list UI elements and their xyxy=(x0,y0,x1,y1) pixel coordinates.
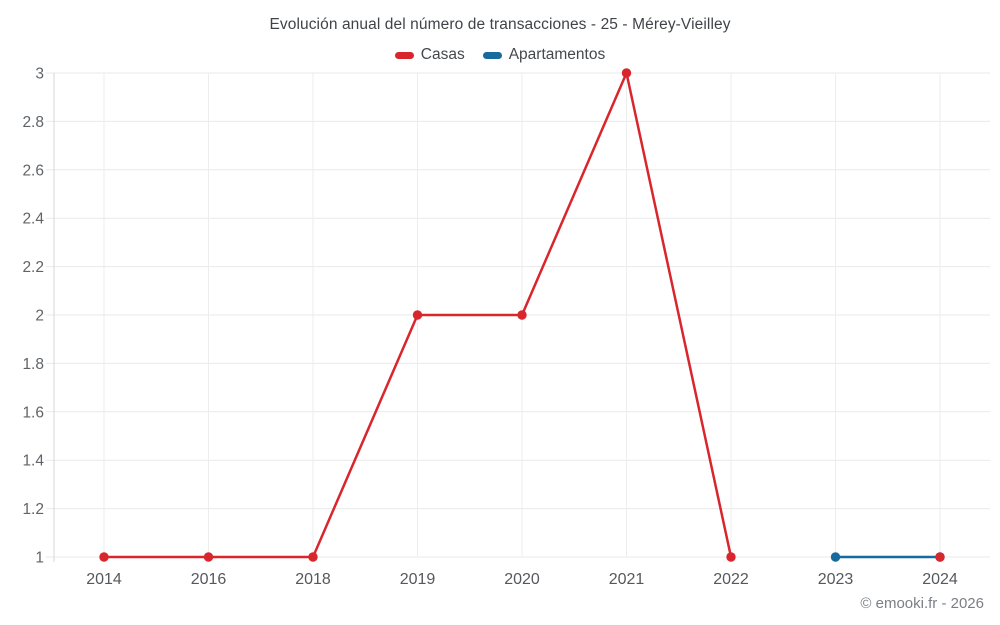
legend-label-casas: Casas xyxy=(420,46,465,63)
x-tick-label-2020: 2020 xyxy=(504,571,540,588)
x-tick-label-2014: 2014 xyxy=(86,571,122,588)
chart-footer: © emooki.fr - 2026 xyxy=(860,595,984,612)
x-tick-label-2021: 2021 xyxy=(609,571,645,588)
legend-swatch-apartamentos xyxy=(482,51,502,59)
data-point-casas-2018[interactable] xyxy=(308,552,318,562)
data-point-casas-2022[interactable] xyxy=(726,552,736,562)
y-tick-label: 1.2 xyxy=(22,501,44,518)
data-point-casas-2016[interactable] xyxy=(203,552,214,562)
x-tick-label-2023: 2023 xyxy=(818,571,854,588)
data-point-apartamentos-2023[interactable] xyxy=(830,552,841,562)
chart-legend: Casas Apartamentos xyxy=(0,46,1000,64)
x-tick-label-2019: 2019 xyxy=(400,571,436,588)
y-tick-label: 2.2 xyxy=(22,259,44,276)
y-tick-label: 1 xyxy=(35,550,44,567)
y-tick-label: 2.6 xyxy=(22,162,44,179)
data-point-casas-2014[interactable] xyxy=(99,552,109,562)
y-tick-label: 1.8 xyxy=(22,356,44,373)
data-point-casas-2021[interactable] xyxy=(621,68,632,78)
y-tick-label: 2 xyxy=(35,308,44,325)
x-tick-label-2024: 2024 xyxy=(922,571,958,588)
x-tick-label-2018: 2018 xyxy=(295,571,331,588)
legend-item-apartamentos[interactable]: Apartamentos xyxy=(482,46,606,64)
data-point-casas-2019[interactable] xyxy=(412,310,423,320)
legend-label-apartamentos: Apartamentos xyxy=(508,46,606,63)
y-tick-label: 1.4 xyxy=(22,453,44,470)
x-tick-label-2022: 2022 xyxy=(713,571,749,588)
y-tick-label: 2.4 xyxy=(22,211,44,228)
data-point-casas-2020[interactable] xyxy=(517,310,527,320)
chart-title: Evolución anual del número de transaccio… xyxy=(269,16,731,33)
y-tick-label: 3 xyxy=(35,66,44,83)
y-tick-label: 1.6 xyxy=(22,404,44,421)
legend-swatch-casas xyxy=(394,51,414,59)
y-tick-label: 2.8 xyxy=(22,114,44,131)
x-tick-label-2016: 2016 xyxy=(191,571,227,588)
data-point-casas-2024[interactable] xyxy=(935,552,945,562)
legend-item-casas[interactable]: Casas xyxy=(394,46,465,64)
